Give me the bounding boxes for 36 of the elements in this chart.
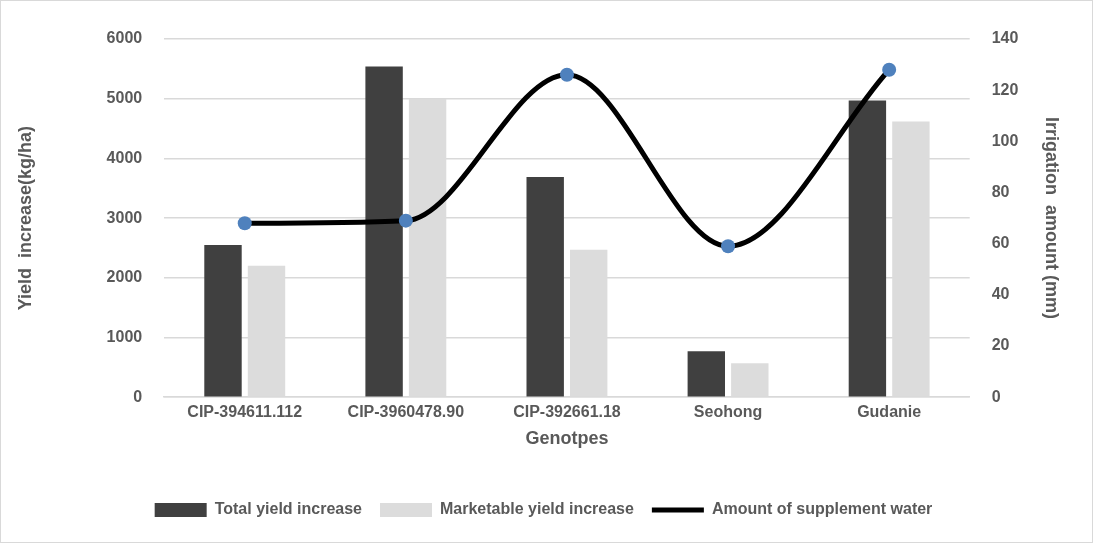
y2-axis-title: Irrigation amount (mm) xyxy=(1042,117,1063,320)
point xyxy=(237,216,252,231)
y2-tick-label: 20 xyxy=(991,336,1010,354)
y2-tick-label: 140 xyxy=(991,29,1019,47)
y-axis-title: Yield increase(kg/ha) xyxy=(14,125,35,311)
y2-tick-label: 80 xyxy=(991,182,1010,200)
y-tick-label: 2000 xyxy=(106,268,143,286)
x-tick-label: Gudanie xyxy=(857,403,922,421)
bar xyxy=(365,66,403,397)
x-tick-label: CIP-394611.112 xyxy=(187,403,303,421)
x-axis-title: Genotpes xyxy=(525,428,609,449)
y-tick-label: 4000 xyxy=(106,148,143,166)
legend-label: Total yield increase xyxy=(214,500,363,518)
y-tick-label: 6000 xyxy=(106,29,143,47)
y-tick-label: 5000 xyxy=(106,89,143,107)
point xyxy=(882,62,897,77)
y2-tick-label: 100 xyxy=(991,131,1019,149)
y-tick-label: 0 xyxy=(133,387,143,405)
x-tick-label: CIP-3960478.90 xyxy=(347,403,465,421)
y2-tick-label: 120 xyxy=(991,80,1019,98)
legend-label: Amount of supplement water xyxy=(711,500,933,518)
point xyxy=(398,213,413,228)
y2-tick-label: 40 xyxy=(991,285,1010,303)
bar xyxy=(526,176,564,397)
point xyxy=(559,67,574,82)
bar xyxy=(687,351,726,397)
bar xyxy=(204,244,242,397)
y-tick-label: 1000 xyxy=(106,327,143,345)
legend-label: Marketable yield increase xyxy=(439,500,634,518)
y-tick-label: 3000 xyxy=(106,208,143,226)
point xyxy=(721,239,736,254)
x-tick-label: Seohong xyxy=(693,403,763,421)
x-tick-label: CIP-392661.18 xyxy=(513,403,621,421)
y2-tick-label: 0 xyxy=(991,387,1001,405)
y2-tick-label: 60 xyxy=(991,234,1010,252)
bar xyxy=(848,100,887,397)
